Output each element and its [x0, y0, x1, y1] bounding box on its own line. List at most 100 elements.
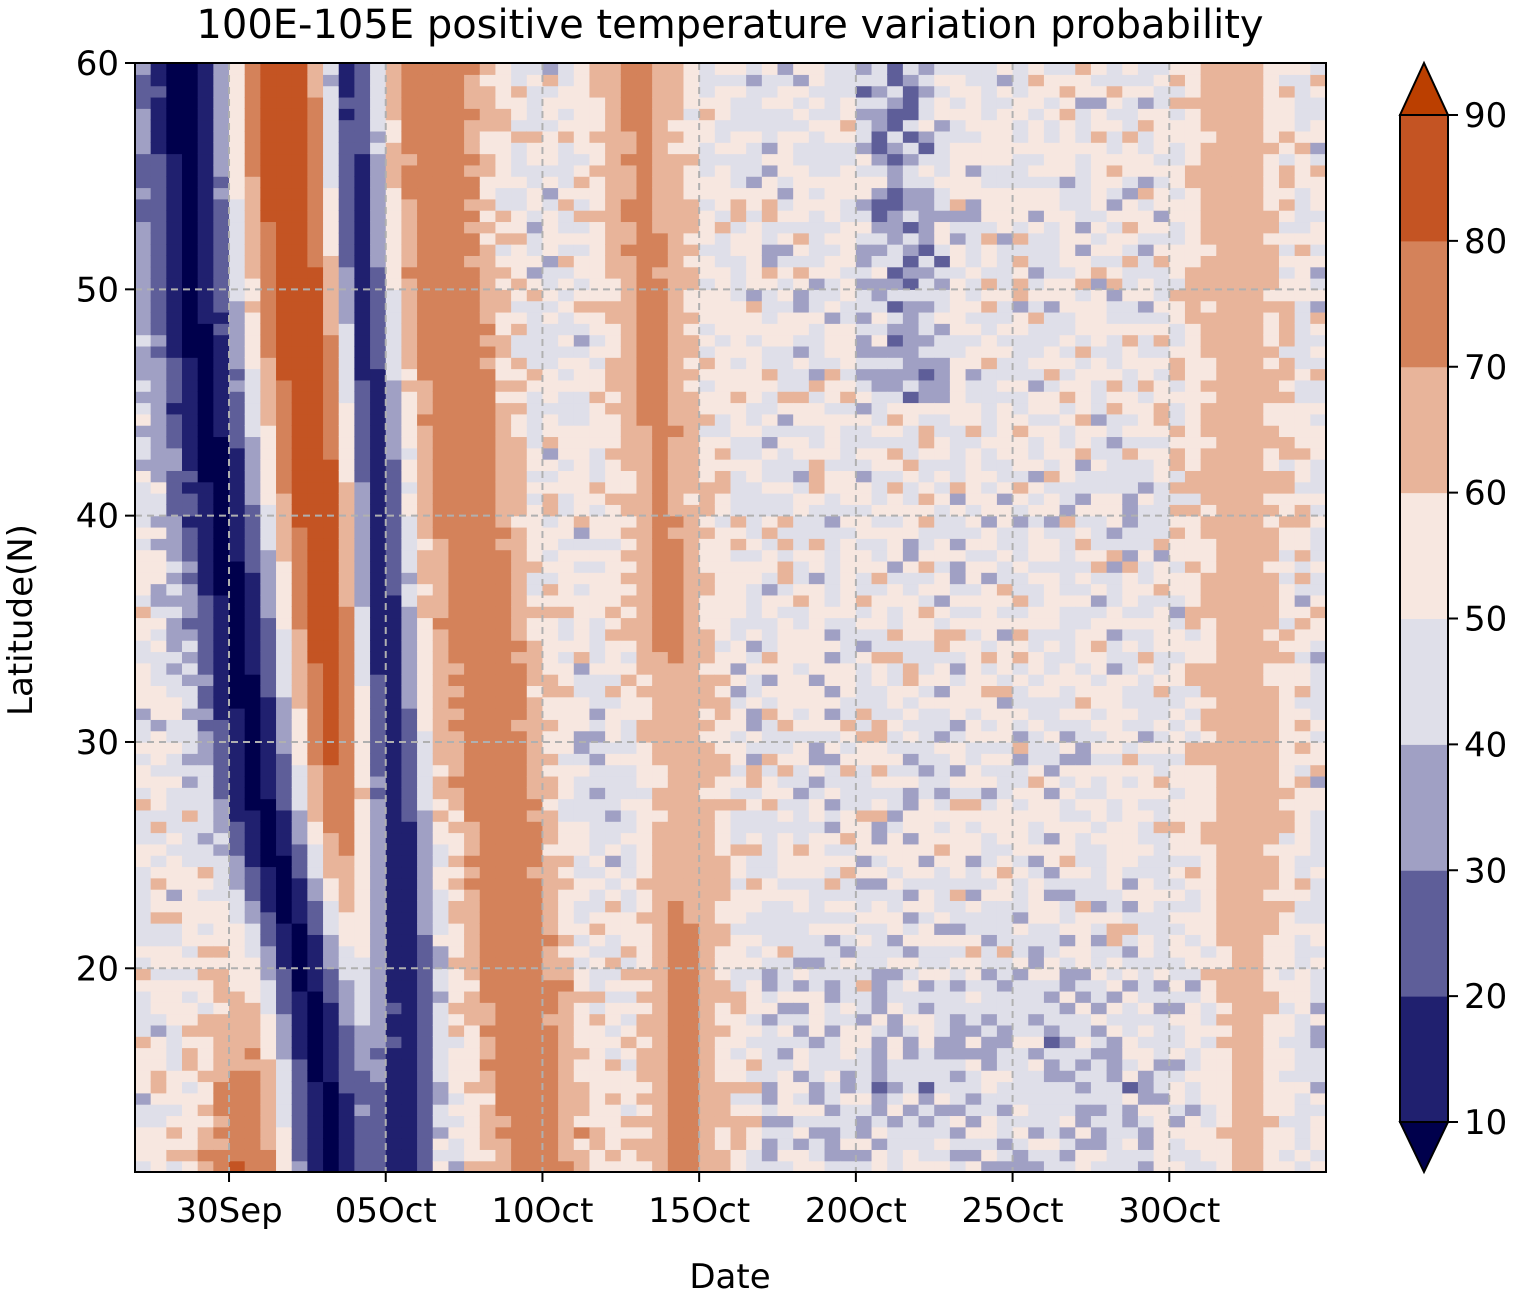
- heatmap-cell: [808, 323, 826, 336]
- heatmap-cell: [730, 1047, 747, 1060]
- heatmap-cell: [291, 956, 308, 969]
- heatmap-cell: [902, 889, 920, 902]
- heatmap-cell: [213, 1013, 230, 1026]
- heatmap-cell: [432, 889, 450, 902]
- heatmap-cell: [464, 493, 481, 505]
- heatmap-cell: [323, 1081, 340, 1094]
- heatmap-cell: [746, 515, 763, 528]
- heatmap-cell: [291, 108, 308, 121]
- heatmap-cell: [166, 187, 183, 200]
- heatmap-cell: [793, 889, 810, 902]
- heatmap-cell: [605, 289, 622, 302]
- heatmap-cell: [667, 459, 685, 471]
- heatmap-cell: [385, 798, 403, 811]
- heatmap-cell: [150, 923, 167, 935]
- heatmap-cell: [667, 198, 685, 211]
- heatmap-cell: [448, 674, 465, 686]
- heatmap-cell: [683, 1160, 700, 1172]
- heatmap-cell: [855, 357, 873, 370]
- heatmap-cell: [777, 606, 794, 619]
- heatmap-cell: [464, 300, 481, 313]
- heatmap-cell: [291, 606, 308, 619]
- heatmap-cell: [166, 413, 183, 426]
- heatmap-cell: [370, 515, 387, 528]
- heatmap-cell: [213, 413, 230, 426]
- heatmap-cell: [746, 911, 763, 924]
- heatmap-cell: [385, 730, 403, 743]
- heatmap-cell: [683, 164, 700, 177]
- heatmap-cell: [793, 334, 810, 347]
- heatmap-cell: [636, 1024, 653, 1037]
- heatmap-cell: [636, 583, 653, 596]
- heatmap-cell: [699, 232, 716, 245]
- heatmap-cell: [871, 436, 888, 449]
- heatmap-cell: [573, 572, 591, 585]
- heatmap-cell: [354, 1138, 371, 1150]
- heatmap-cell: [385, 1115, 403, 1128]
- heatmap-cell: [542, 108, 559, 121]
- heatmap-cell: [260, 1036, 277, 1049]
- heatmap-cell: [777, 345, 794, 358]
- heatmap-cell: [401, 934, 418, 947]
- heatmap-cell: [166, 1013, 183, 1026]
- heatmap-cell: [166, 232, 183, 245]
- heatmap-cell: [229, 662, 246, 675]
- heatmap-cell: [730, 1024, 747, 1037]
- heatmap-cell: [918, 866, 935, 879]
- heatmap-cell: [495, 334, 512, 347]
- heatmap-cell: [808, 1013, 826, 1026]
- heatmap-cell: [808, 877, 826, 890]
- heatmap-cell: [620, 1126, 638, 1139]
- heatmap-cell: [244, 504, 261, 517]
- heatmap-cell: [464, 617, 481, 630]
- heatmap-cell: [464, 515, 481, 528]
- heatmap-cell: [558, 821, 575, 834]
- heatmap-cell: [573, 1092, 591, 1105]
- heatmap-cell: [918, 368, 935, 381]
- heatmap-cell: [354, 470, 371, 483]
- heatmap-cell: [824, 1047, 841, 1060]
- heatmap-cell: [871, 843, 888, 856]
- heatmap-cell: [417, 187, 434, 200]
- heatmap-cell: [135, 560, 152, 573]
- heatmap-cell: [855, 843, 873, 856]
- heatmap-cell: [401, 278, 418, 290]
- heatmap-cell: [244, 1104, 261, 1117]
- heatmap-cell: [573, 1036, 591, 1049]
- heatmap-cell: [652, 696, 669, 709]
- heatmap-cell: [542, 651, 559, 664]
- heatmap-cell: [683, 1058, 700, 1071]
- heatmap-cell: [808, 775, 826, 788]
- heatmap-cell: [229, 198, 246, 211]
- heatmap-cell: [871, 85, 888, 98]
- heatmap-cell: [260, 300, 277, 313]
- heatmap-cell: [370, 368, 387, 381]
- heatmap-cell: [793, 674, 810, 686]
- heatmap-cell: [448, 481, 465, 494]
- heatmap-cell: [605, 809, 622, 822]
- heatmap-cell: [150, 266, 167, 279]
- heatmap-cell: [432, 436, 450, 449]
- heatmap-cell: [432, 651, 450, 664]
- heatmap-cell: [589, 447, 606, 460]
- heatmap-cell: [526, 244, 544, 256]
- heatmap-cell: [918, 572, 935, 585]
- heatmap-cell: [197, 493, 214, 505]
- heatmap-cell: [479, 877, 497, 890]
- heatmap-cell: [589, 153, 606, 166]
- heatmap-cell: [182, 323, 199, 336]
- heatmap-cell: [855, 402, 873, 415]
- heatmap-cell: [605, 719, 622, 732]
- heatmap-cell: [229, 1126, 246, 1139]
- heatmap-cell: [808, 741, 826, 754]
- heatmap-cell: [526, 311, 544, 324]
- heatmap-cell: [730, 753, 747, 766]
- heatmap-cell: [714, 210, 732, 223]
- heatmap-cell: [260, 413, 277, 426]
- heatmap-cell: [840, 923, 857, 935]
- heatmap-cell: [902, 753, 920, 766]
- heatmap-cell: [652, 923, 669, 935]
- heatmap-cell: [558, 617, 575, 630]
- heatmap-cell: [244, 402, 261, 415]
- heatmap-cell: [761, 142, 779, 155]
